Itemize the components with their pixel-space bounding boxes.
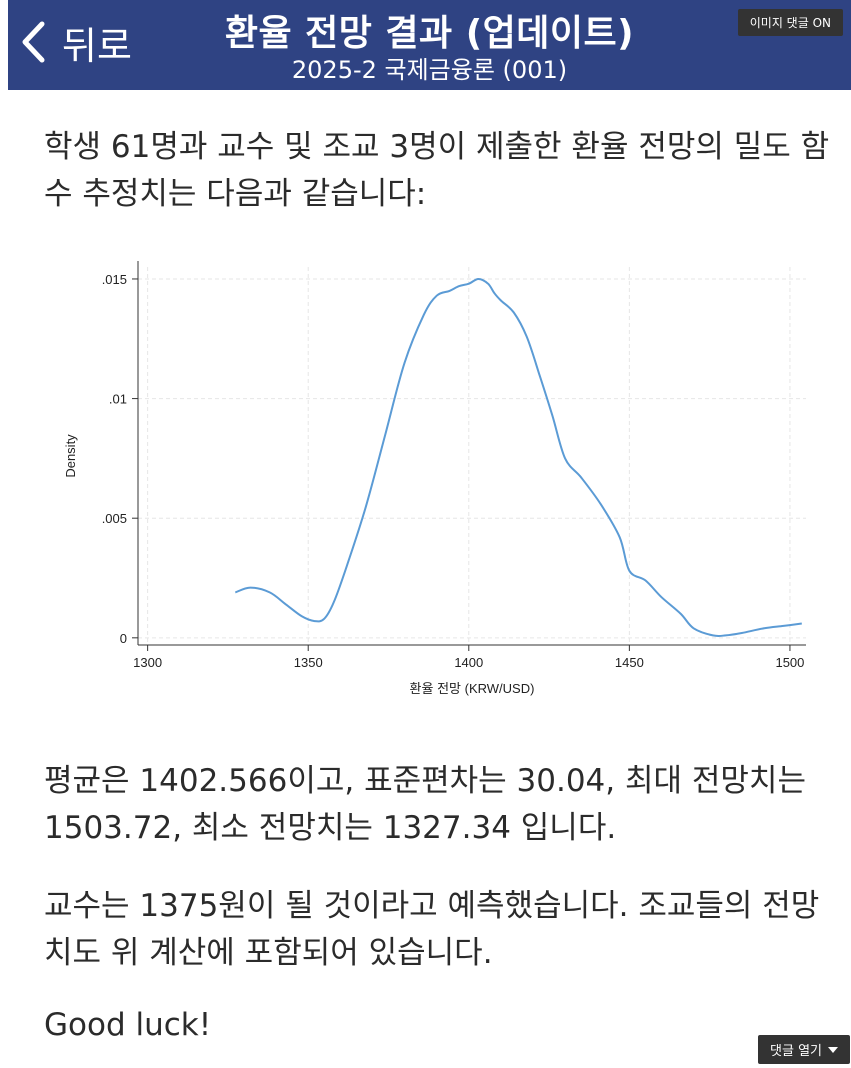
open-comments-button[interactable]: 댓글 열기 [758, 1035, 850, 1064]
x-tick-label: 1300 [133, 655, 162, 670]
y-tick-label: .01 [109, 392, 127, 407]
x-tick-label: 1500 [775, 655, 804, 670]
stats-paragraph: 평균은 1402.566이고, 표준편차는 30.04, 최대 전망치는 150… [44, 763, 806, 846]
density-line [234, 277, 802, 638]
caret-down-icon [828, 1046, 838, 1053]
page-title: 환율 전망 결과 (업데이트) [224, 13, 635, 54]
professor-paragraph: 교수는 1375원이 될 것이라고 예측했습니다. 조교들의 전망치도 위 계산… [44, 888, 820, 971]
y-tick-label: .005 [102, 511, 127, 526]
y-tick-label: .015 [102, 272, 127, 287]
page-subtitle: 2025-2 국제금융론 (001) [291, 56, 568, 84]
chevron-left-icon [22, 21, 45, 63]
y-tick-label: 0 [120, 631, 127, 646]
x-tick-label: 1450 [615, 655, 644, 670]
closing-paragraph: Good luck! [44, 1007, 212, 1043]
app-header: 뒤로 환율 전망 결과 (업데이트) 2025-2 국제금융론 (001) [8, 0, 851, 90]
back-button[interactable]: 뒤로 [20, 14, 132, 70]
x-tick-label: 1350 [294, 655, 323, 670]
density-chart: 1300 1350 1400 1450 1500 0 .005 .01 .015 환율 전망 (K… [63, 261, 806, 696]
back-label: 뒤로 [62, 23, 132, 68]
x-tick-label: 1400 [454, 655, 483, 670]
x-axis-title: 환율 전망 (KRW/USD) [410, 681, 535, 696]
y-axis-title: Density [63, 434, 78, 478]
image-comment-toggle[interactable]: 이미지 댓글 ON [737, 9, 843, 36]
open-comments-label: 댓글 열기 [770, 1044, 822, 1059]
intro-paragraph: 학생 61명과 교수 및 조교 3명이 제출한 환율 전망의 밀도 함수 추정치… [44, 129, 830, 212]
